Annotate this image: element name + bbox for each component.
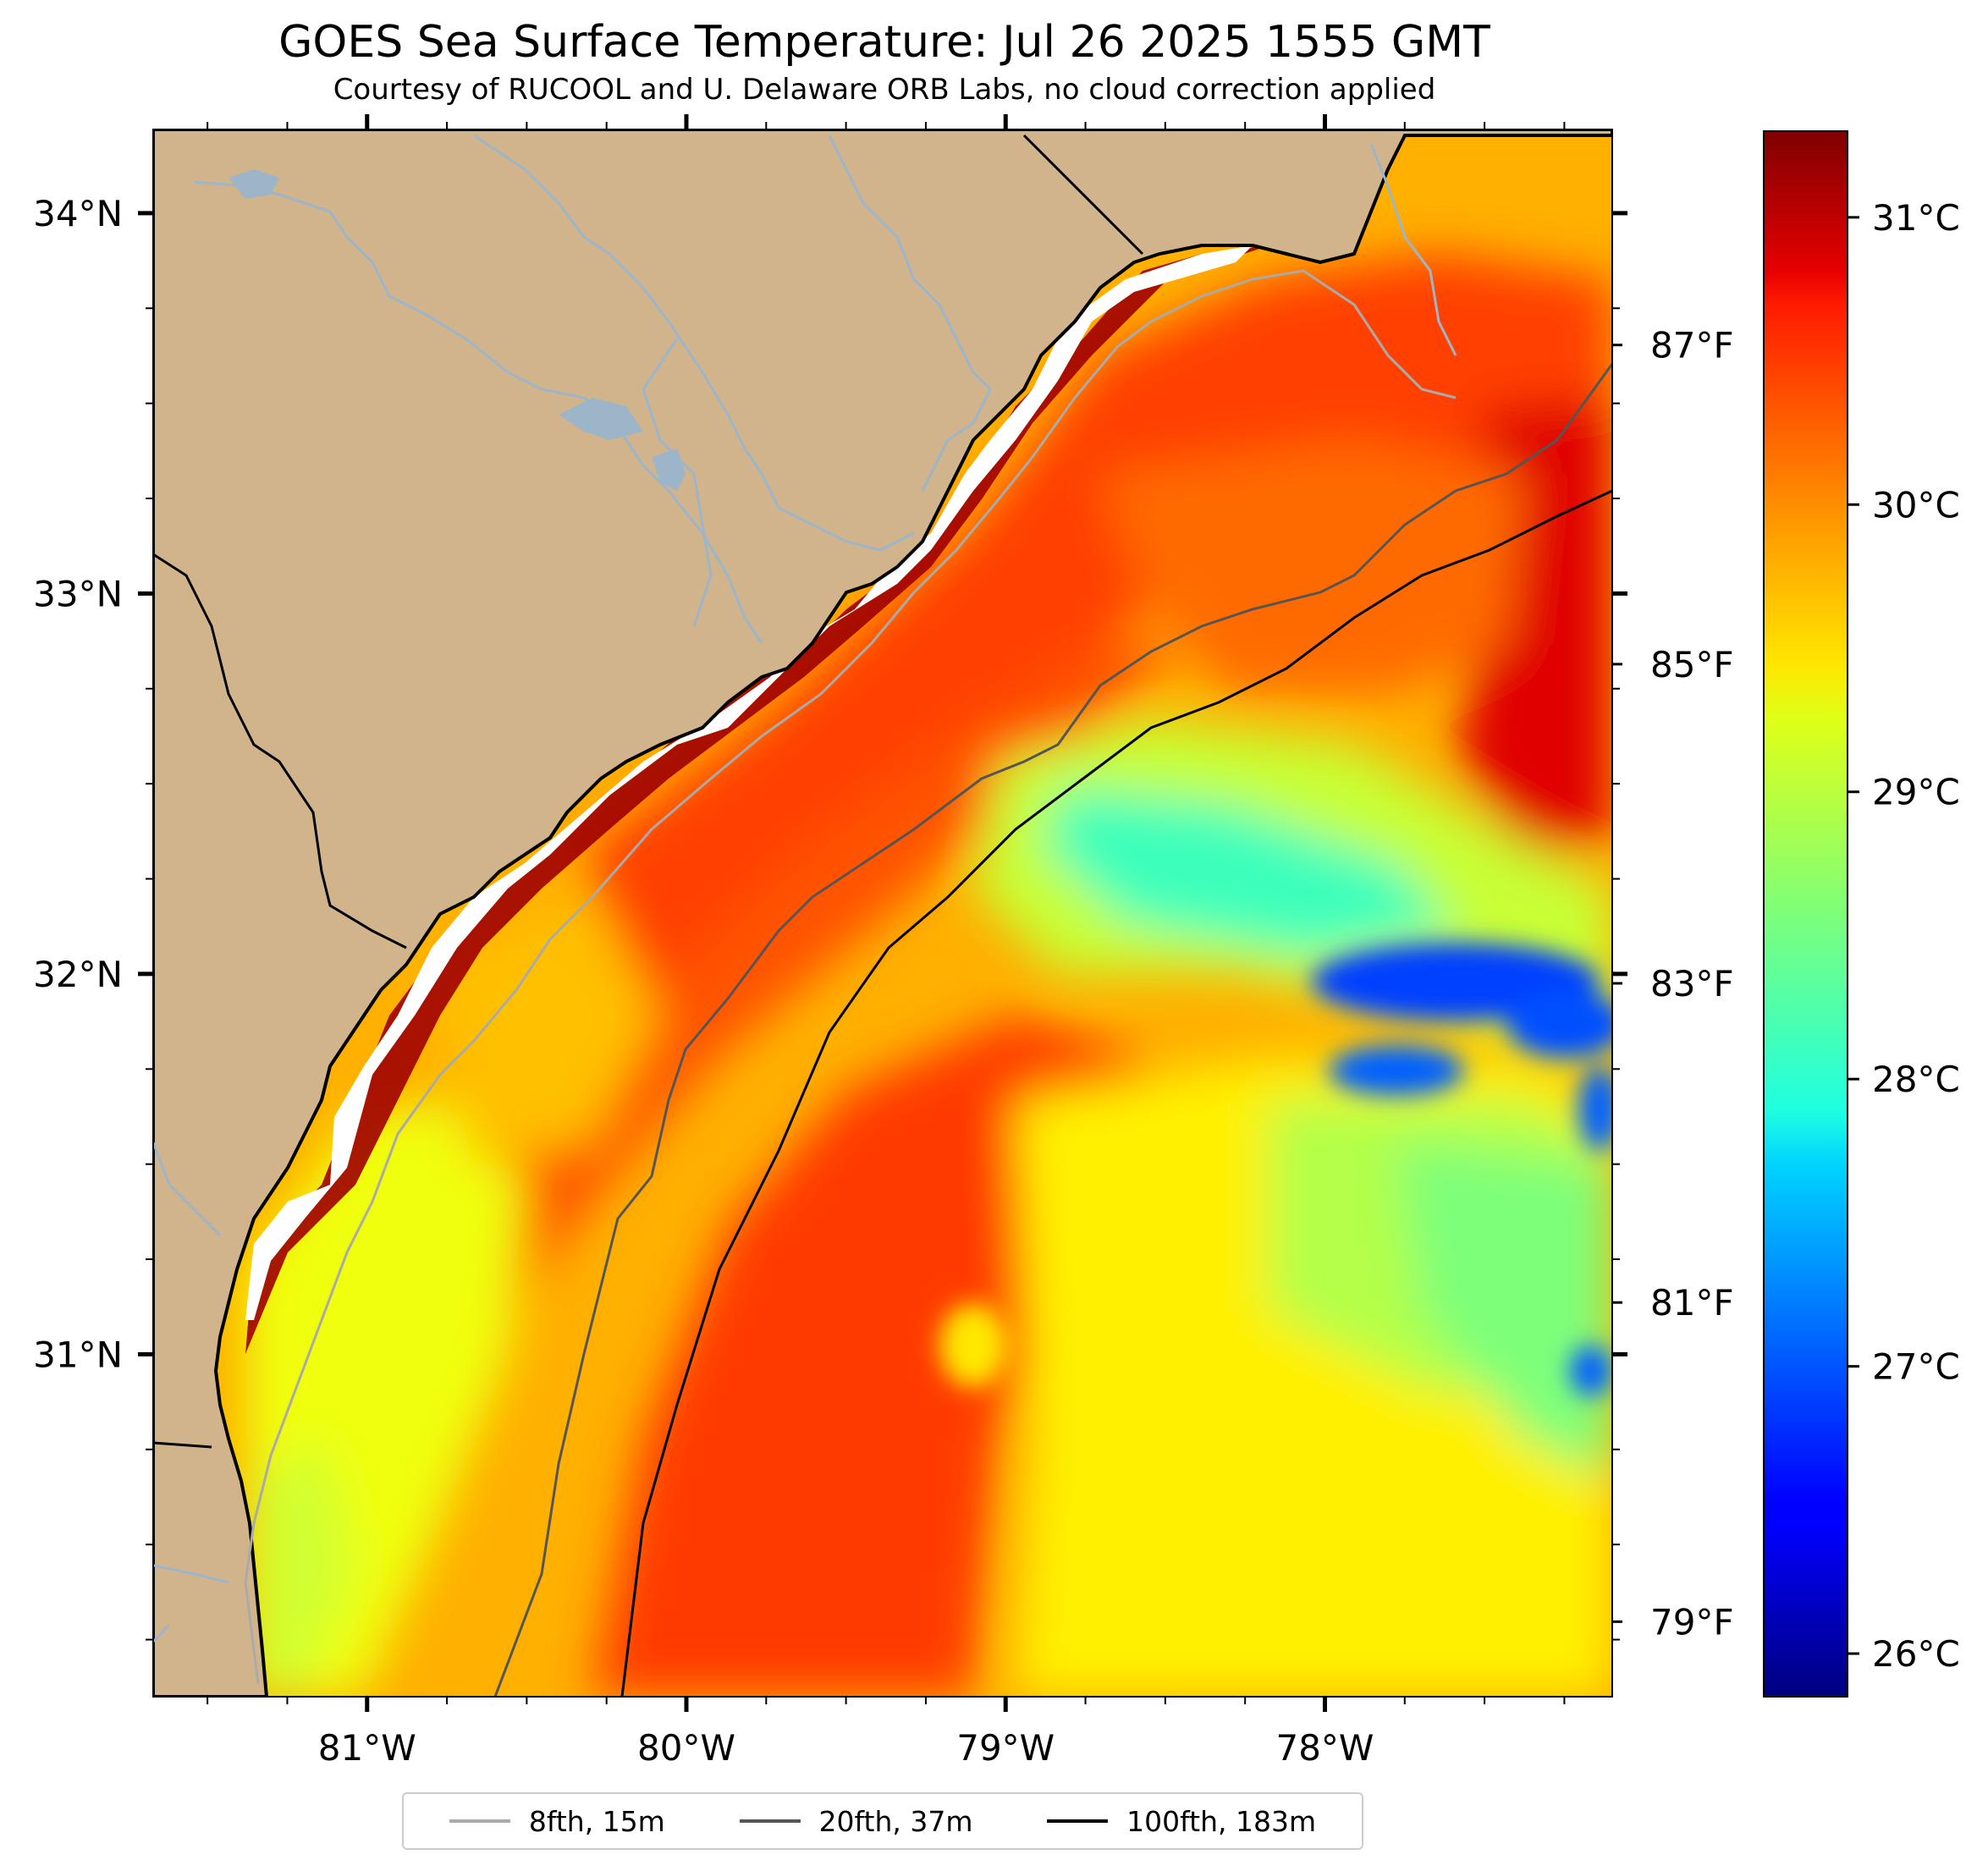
legend-label-8fth: 8fth, 15m [528,1804,665,1838]
celsius-tick-label: 26°C [1872,1633,1960,1675]
colorbar [1763,130,1848,1698]
legend-line-20fth [739,1819,801,1823]
map-axes: 81°W 80°W 79°W 78°W 34°N 33°N 32°N 31°N 87°F 85°F… [33,114,1734,1769]
celsius-tick-label: 30°C [1872,484,1960,526]
celsius-tick-label: 31°C [1872,197,1960,239]
fahrenheit-tick-label: 83°F [1650,963,1734,1004]
isobath-20fth [493,363,1612,1697]
legend-item-20fth: 20fth, 37m [739,1804,973,1838]
legend-line-100fth [1047,1819,1109,1823]
legend-item-8fth: 8fth, 15m [449,1805,665,1838]
isobath-100fth [620,489,1612,1697]
lon-tick-label: 81°W [318,1727,416,1769]
legend-label-20fth: 20fth, 37m [818,1804,973,1838]
map-area [153,129,1612,1697]
sst-map-figure: 81°W 80°W 79°W 78°W 34°N 33°N 32°N 31°N 87°F 85°F… [33,114,1960,1769]
legend-label-100fth: 100fth, 183m [1126,1804,1317,1838]
celsius-tick-label: 27°C [1872,1346,1960,1388]
lat-tick-label: 31°N [33,1334,123,1375]
isobath-legend: 8fth, 15m 20fth, 37m 100fth, 183m [402,1792,1363,1850]
legend-line-8fth [449,1819,510,1823]
land-mass [153,129,1612,1697]
isobath-8fth [244,269,1457,1685]
lat-tick-label: 34°N [33,193,123,234]
state-borders [153,134,1144,1449]
lakes [229,169,686,491]
isobaths [244,269,1612,1697]
sst-cold-eddy [939,943,1612,1396]
map-title: GOES Sea Surface Temperature: Jul 26 202… [278,17,1490,68]
celsius-tick-label: 29°C [1872,772,1960,813]
lat-tick-label: 33°N [33,573,123,614]
lat-tick-label: 32°N [33,954,123,995]
fahrenheit-tick-label: 81°F [1650,1282,1734,1323]
lon-tick-label: 78°W [1275,1727,1374,1769]
legend-item-100fth: 100fth, 183m [1047,1805,1316,1838]
fahrenheit-tick-label: 85°F [1650,644,1734,685]
lon-tick-label: 80°W [637,1727,735,1769]
map-subtitle: Courtesy of RUCOOL and U. Delaware ORB L… [333,73,1436,107]
fahrenheit-tick-label: 87°F [1650,325,1734,366]
celsius-tick-label: 28°C [1872,1059,1960,1100]
sst-patterns [245,254,1612,1697]
lon-tick-label: 79°W [956,1727,1055,1769]
colorbar-axes: 31°C 30°C 29°C 28°C 27°C 26°C [1848,197,1960,1675]
fahrenheit-tick-label: 79°F [1650,1601,1734,1643]
map-frame [152,129,1613,1698]
rivers [153,134,1457,1643]
